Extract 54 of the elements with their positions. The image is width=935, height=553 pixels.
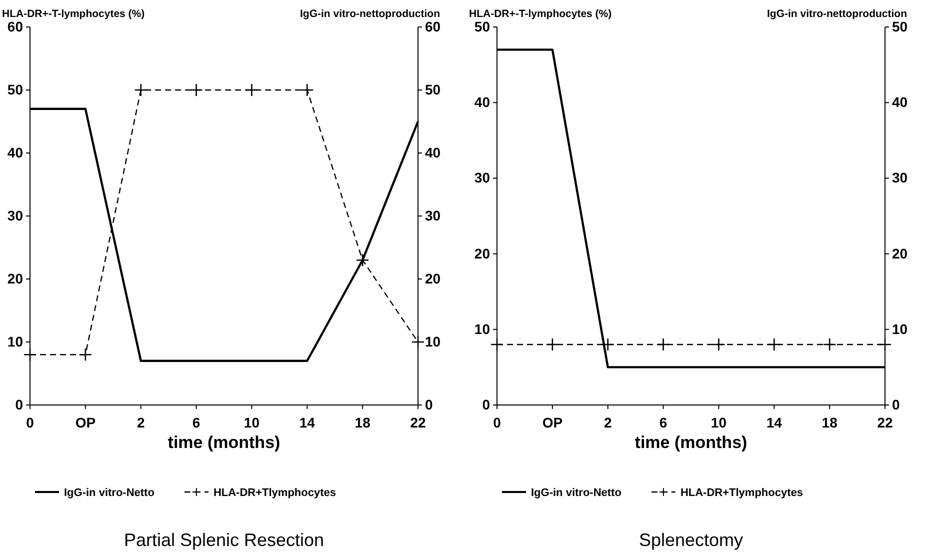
- y2-axis-title: IgG-in vitro-nettoproduction: [767, 8, 907, 20]
- y-tick-label: 20: [474, 245, 490, 262]
- x-tick-label: 0: [493, 414, 502, 430]
- x-tick-label: OP: [75, 414, 96, 430]
- y-tick-label: 30: [474, 170, 490, 186]
- y-tick-label: 10: [7, 333, 24, 350]
- x-tick-label: 14: [766, 414, 782, 430]
- y2-tick-label: 20: [892, 245, 908, 262]
- y2-tick-label: 20: [425, 270, 441, 286]
- y2-axis-title: IgG-in vitro-nettoproduction: [300, 8, 440, 20]
- y-tick-label: 0: [15, 396, 24, 412]
- y2-tick-label: 30: [425, 207, 441, 224]
- legend-label: IgG-in vitro-Netto: [531, 487, 622, 499]
- x-axis-title: time (months): [634, 433, 748, 452]
- y2-tick-label: 30: [892, 170, 908, 186]
- x-tick-label: 10: [244, 414, 260, 430]
- x-tick-label: 22: [410, 414, 426, 430]
- x-tick-label: 18: [822, 414, 838, 430]
- y-tick-label: 30: [7, 207, 24, 224]
- y2-tick-label: 40: [892, 94, 908, 110]
- y-tick-label: 0: [482, 396, 490, 412]
- x-tick-label: OP: [542, 414, 563, 430]
- x-tick-label: 6: [659, 414, 668, 430]
- legend-label: IgG-in vitro-Netto: [64, 487, 155, 499]
- y-tick-label: 40: [474, 94, 490, 110]
- x-tick-label: 14: [299, 414, 316, 430]
- x-tick-label: 10: [710, 414, 727, 430]
- y2-tick-label: 0: [892, 396, 900, 412]
- x-tick-label: 22: [877, 414, 893, 430]
- y2-tick-label: 60: [425, 18, 441, 34]
- y-axis-title: HLA-DR+-T-lymphocytes (%): [2, 8, 145, 20]
- y-tick-label: 10: [474, 320, 490, 337]
- text: Splenectomy: [638, 530, 744, 550]
- x-tick-label: 18: [354, 414, 371, 430]
- x-axis-title: time (months): [168, 433, 280, 452]
- y2-tick-label: 10: [425, 333, 441, 350]
- y-tick-label: 50: [474, 18, 490, 34]
- y2-tick-label: 0: [425, 396, 433, 412]
- y2-tick-label: 10: [892, 320, 908, 337]
- y2-tick-label: 50: [892, 18, 908, 34]
- x-tick-label: 6: [192, 414, 200, 430]
- y-axis-title: HLA-DR+-T-lymphocytes (%): [469, 8, 612, 20]
- x-tick-label: 2: [604, 414, 612, 430]
- y2-tick-label: 50: [425, 81, 441, 98]
- legend-label: HLA-DR+Tlymphocytes: [213, 487, 336, 499]
- y-tick-label: 50: [7, 81, 24, 98]
- y-tick-label: 40: [7, 144, 24, 160]
- legend-label: HLA-DR+Tlymphocytes: [680, 487, 803, 499]
- text: Partial Splenic Resection: [124, 530, 324, 550]
- y-tick-label: 60: [7, 18, 24, 34]
- x-tick-label: 2: [136, 414, 145, 430]
- x-tick-label: 0: [26, 414, 34, 430]
- y2-tick-label: 40: [425, 144, 441, 160]
- y-tick-label: 20: [7, 270, 24, 286]
